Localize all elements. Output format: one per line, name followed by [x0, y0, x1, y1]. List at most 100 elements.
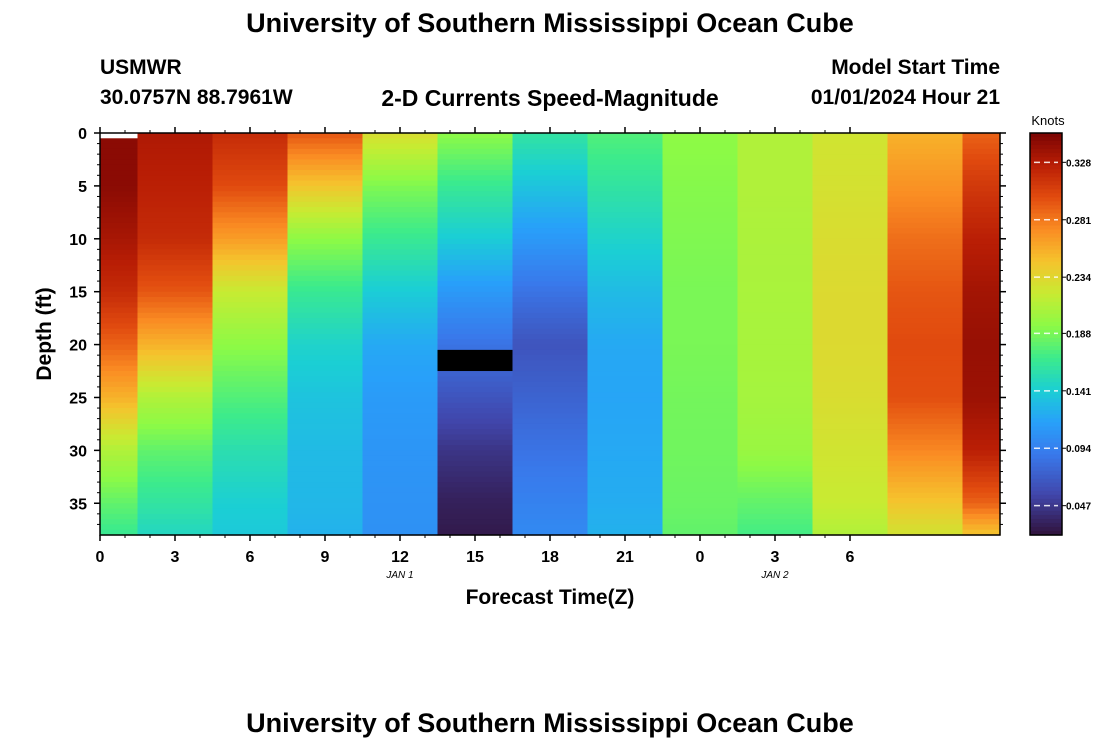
- heatmap-cell: [100, 397, 139, 404]
- heatmap-cell: [812, 201, 889, 208]
- heatmap-cell: [887, 148, 964, 155]
- heatmap-cell: [212, 154, 289, 161]
- heatmap-cell: [287, 196, 364, 203]
- heatmap-cell: [437, 222, 514, 229]
- heatmap-cell: [887, 154, 964, 161]
- heatmap-cell: [812, 254, 889, 261]
- heatmap-cell: [512, 386, 589, 393]
- heatmap-cell: [512, 275, 589, 282]
- heatmap-cell: [662, 175, 739, 182]
- colorbar-segment: [1030, 173, 1062, 178]
- heatmap-cell: [512, 365, 589, 372]
- colorbar-segment: [1030, 526, 1062, 532]
- colorbar-segment: [1030, 225, 1062, 231]
- heatmap-cell: [100, 201, 139, 208]
- heatmap-cell: [662, 519, 739, 526]
- heatmap-cell: [100, 312, 139, 319]
- colorbar-segment: [1030, 530, 1062, 536]
- heatmap-cell: [587, 450, 664, 457]
- heatmap-cell: [137, 328, 214, 335]
- heatmap-cell: [737, 397, 814, 404]
- heatmap-cell: [737, 323, 814, 330]
- heatmap-cell: [437, 376, 514, 383]
- heatmap-cell: [737, 217, 814, 224]
- heatmap-cell: [962, 360, 1001, 367]
- heatmap-cell: [812, 408, 889, 414]
- heatmap-cell: [437, 423, 514, 430]
- heatmap-cell: [812, 302, 889, 309]
- heatmap-cell: [737, 318, 814, 325]
- axes: 0 3 6 9 12 15 18 21 0 3 6 JAN 1 JAN 2 0 5 10 15 20 25 30 35: [69, 126, 1006, 581]
- heatmap-cell: [287, 524, 364, 531]
- heatmap-cell: [587, 244, 664, 250]
- heatmap-cell: [137, 519, 214, 526]
- colorbar-segment: [1030, 313, 1062, 319]
- heatmap-cell: [962, 281, 1001, 287]
- heatmap-cell: [587, 439, 664, 446]
- heatmap-cell: [100, 423, 139, 430]
- heatmap-cell: [962, 344, 1001, 351]
- heatmap-cell: [100, 392, 139, 399]
- heatmap-cell: [587, 371, 664, 377]
- heatmap-cell: [737, 244, 814, 250]
- heatmap-cell: [662, 365, 739, 372]
- heatmap-cell: [812, 513, 889, 520]
- heatmap-cell: [287, 413, 364, 420]
- heatmap-cell: [812, 450, 889, 457]
- colorbar-segment: [1030, 494, 1062, 500]
- heatmap-cell: [362, 339, 439, 346]
- colorbar-segment: [1030, 177, 1062, 182]
- day-label: JAN 1: [385, 570, 413, 581]
- heatmap-cell: [100, 471, 139, 478]
- heatmap-cell: [812, 275, 889, 282]
- heatmap-cell: [212, 529, 289, 536]
- heatmap-cell: [962, 408, 1001, 414]
- heatmap-cell: [437, 249, 514, 256]
- heatmap-cell: [287, 312, 364, 319]
- heatmap-cell: [100, 207, 139, 213]
- heatmap-cell: [212, 392, 289, 399]
- heatmap-cell: [737, 212, 814, 219]
- heatmap-cell: [812, 185, 889, 192]
- heatmap-cell: [587, 466, 664, 473]
- heatmap-cell: [662, 376, 739, 383]
- heatmap-cell: [737, 466, 814, 473]
- heatmap-cell: [512, 270, 589, 277]
- heatmap-cell: [512, 296, 589, 303]
- heatmap-cell: [737, 286, 814, 293]
- heatmap-cell: [512, 450, 589, 457]
- heatmap-cell: [662, 334, 739, 340]
- heatmap-cell: [737, 497, 814, 504]
- heatmap-cell: [812, 196, 889, 203]
- heatmap-cell: [137, 175, 214, 182]
- heatmap-cell: [512, 196, 589, 203]
- heatmap-cell: [100, 196, 139, 203]
- model-start-value: 01/01/2024 Hour 21: [810, 86, 1000, 109]
- heatmap-cell: [362, 519, 439, 526]
- heatmap-cell: [287, 371, 364, 377]
- heatmap-cell: [587, 302, 664, 309]
- missing-data-cell: [437, 349, 513, 372]
- heatmap-cell: [212, 312, 289, 319]
- heatmap-cell: [212, 418, 289, 425]
- heatmap-cell: [287, 519, 364, 526]
- heatmap-cell: [137, 450, 214, 457]
- heatmap-cell: [362, 450, 439, 457]
- heatmap-cell: [437, 291, 514, 298]
- heatmap-cell: [100, 434, 139, 441]
- heatmap-cell: [887, 265, 964, 272]
- colorbar-segment: [1030, 518, 1062, 524]
- heatmap-cell: [887, 328, 964, 335]
- heatmap-cell: [137, 154, 214, 161]
- missing-data-cell: [100, 133, 138, 139]
- heatmap-cell: [100, 212, 139, 219]
- heatmap-cell: [137, 259, 214, 266]
- colorbar-segment: [1030, 362, 1062, 367]
- heatmap-cell: [662, 138, 739, 145]
- heatmap-cell: [812, 249, 889, 256]
- heatmap-cell: [437, 381, 514, 388]
- heatmap-cell: [137, 503, 214, 510]
- heatmap-cell: [437, 508, 514, 515]
- heatmap-cell: [962, 519, 1001, 526]
- colorbar-segment: [1030, 133, 1062, 138]
